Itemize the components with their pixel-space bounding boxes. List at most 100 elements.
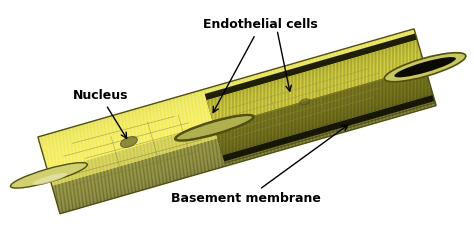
Polygon shape	[49, 67, 425, 176]
Polygon shape	[55, 87, 431, 197]
Polygon shape	[47, 59, 423, 169]
Polygon shape	[54, 83, 430, 192]
Polygon shape	[60, 105, 436, 214]
Polygon shape	[210, 52, 421, 114]
Polygon shape	[52, 77, 428, 186]
Polygon shape	[221, 91, 432, 153]
Polygon shape	[214, 67, 425, 129]
Polygon shape	[45, 53, 421, 162]
Polygon shape	[48, 65, 425, 174]
Polygon shape	[48, 64, 425, 173]
Polygon shape	[220, 88, 431, 150]
Polygon shape	[221, 92, 432, 154]
Polygon shape	[59, 104, 436, 213]
Polygon shape	[221, 90, 432, 152]
Polygon shape	[46, 58, 423, 167]
Polygon shape	[222, 93, 433, 154]
Polygon shape	[221, 89, 432, 151]
Polygon shape	[59, 102, 435, 211]
Polygon shape	[207, 40, 418, 101]
Polygon shape	[211, 56, 422, 118]
Polygon shape	[217, 75, 428, 136]
Polygon shape	[41, 39, 418, 148]
Polygon shape	[220, 86, 431, 147]
Polygon shape	[215, 68, 426, 130]
Polygon shape	[216, 71, 427, 132]
Polygon shape	[49, 69, 426, 178]
Polygon shape	[40, 38, 417, 147]
Ellipse shape	[394, 57, 456, 77]
Polygon shape	[53, 82, 429, 191]
Polygon shape	[43, 47, 419, 156]
Polygon shape	[56, 91, 432, 200]
Polygon shape	[51, 76, 428, 185]
Polygon shape	[57, 97, 434, 206]
Text: Endothelial cells: Endothelial cells	[203, 18, 318, 112]
Polygon shape	[213, 64, 424, 125]
Polygon shape	[39, 35, 416, 144]
Polygon shape	[40, 37, 417, 146]
Polygon shape	[41, 38, 417, 147]
Polygon shape	[55, 89, 432, 198]
Polygon shape	[57, 95, 433, 204]
Ellipse shape	[33, 173, 67, 185]
Polygon shape	[54, 85, 430, 195]
Polygon shape	[58, 100, 435, 209]
Polygon shape	[211, 54, 422, 116]
Polygon shape	[208, 45, 419, 107]
Polygon shape	[53, 81, 429, 190]
Polygon shape	[38, 30, 415, 139]
Polygon shape	[207, 41, 418, 103]
Text: Basement membrane: Basement membrane	[172, 125, 348, 205]
Polygon shape	[44, 49, 420, 158]
Polygon shape	[220, 87, 431, 149]
Polygon shape	[53, 80, 429, 189]
Polygon shape	[209, 49, 420, 110]
Polygon shape	[214, 65, 425, 127]
Polygon shape	[49, 66, 425, 175]
Ellipse shape	[10, 163, 87, 188]
Polygon shape	[51, 75, 428, 184]
Polygon shape	[212, 60, 423, 121]
Polygon shape	[209, 48, 420, 109]
Polygon shape	[38, 31, 415, 140]
Polygon shape	[50, 71, 427, 180]
Polygon shape	[216, 73, 427, 134]
Polygon shape	[219, 82, 429, 143]
Polygon shape	[217, 76, 428, 137]
Polygon shape	[210, 52, 421, 113]
Polygon shape	[39, 34, 416, 143]
Polygon shape	[55, 88, 431, 198]
Polygon shape	[56, 92, 433, 201]
Polygon shape	[210, 53, 421, 115]
Polygon shape	[218, 78, 428, 140]
Polygon shape	[215, 70, 426, 132]
Polygon shape	[219, 81, 429, 143]
Polygon shape	[41, 40, 418, 149]
Polygon shape	[43, 46, 419, 155]
Polygon shape	[219, 83, 430, 144]
Polygon shape	[211, 55, 422, 117]
Polygon shape	[211, 57, 422, 119]
Polygon shape	[50, 70, 426, 179]
Polygon shape	[213, 62, 424, 124]
Polygon shape	[44, 51, 420, 160]
Polygon shape	[212, 59, 423, 120]
Polygon shape	[42, 42, 418, 151]
Polygon shape	[43, 45, 419, 154]
Polygon shape	[52, 78, 428, 187]
Polygon shape	[55, 90, 432, 199]
Polygon shape	[51, 74, 427, 183]
Polygon shape	[42, 44, 419, 153]
Polygon shape	[216, 72, 427, 133]
Polygon shape	[222, 94, 433, 155]
Polygon shape	[208, 44, 419, 106]
Polygon shape	[38, 29, 414, 138]
Polygon shape	[209, 47, 419, 108]
Polygon shape	[217, 76, 428, 138]
Polygon shape	[54, 84, 430, 193]
Text: Nucleus: Nucleus	[73, 89, 128, 138]
Polygon shape	[51, 73, 427, 182]
Ellipse shape	[176, 115, 253, 140]
Polygon shape	[59, 101, 435, 210]
